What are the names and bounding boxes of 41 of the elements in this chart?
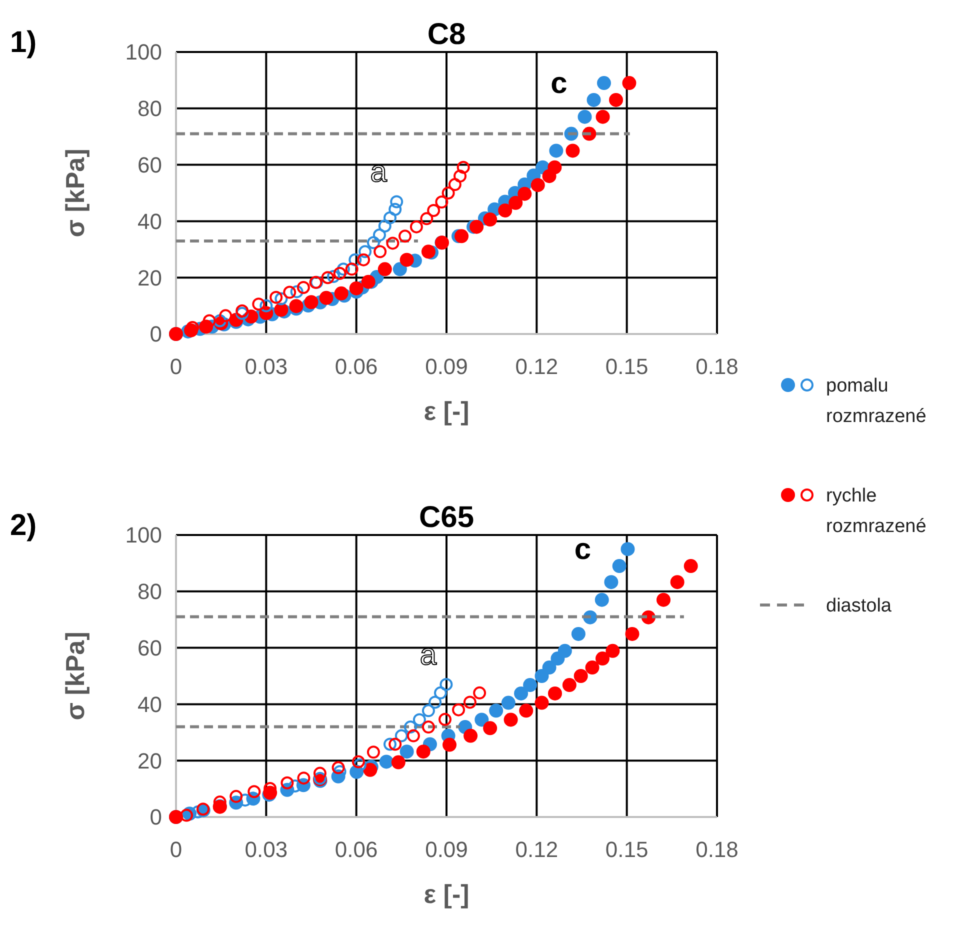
legend-label: rychle rozmrazené [826, 486, 926, 538]
x-tick-label: 0.12 [515, 354, 558, 379]
x-tick-label: 0.06 [334, 354, 378, 379]
chart-title: C65 [418, 501, 474, 534]
annotation: c [574, 533, 592, 566]
legend-label: pomalu rozmrazené [826, 376, 926, 428]
chart-title: C8 [427, 18, 466, 51]
text: 1) [10, 26, 37, 59]
y-tick-label: 20 [138, 748, 162, 774]
y-axis-title: σ [kPa] [60, 632, 90, 720]
y-tick-label: 0 [150, 804, 162, 830]
y-tick-label: 40 [138, 208, 162, 234]
x-tick-label: 0.09 [425, 354, 468, 379]
x-tick-label: 0.03 [244, 354, 288, 379]
y-tick-label: 0 [150, 322, 162, 347]
y-tick-label: 80 [138, 96, 162, 122]
x-tick-label: 0.18 [696, 354, 738, 379]
annotation: a [420, 638, 437, 672]
y-tick-label: 100 [125, 40, 162, 65]
x-tick-label: 0.15 [605, 354, 648, 379]
y-axis-title: σ [kPa] [60, 148, 90, 238]
y-tick-label: 100 [125, 522, 162, 548]
x-tick-label: 0 [170, 837, 182, 862]
y-tick-label: 80 [138, 579, 162, 604]
text: 2) [10, 509, 37, 542]
x-tick-label: 0.09 [425, 837, 468, 862]
annotation: a [370, 156, 388, 189]
x-axis-title: ε [-] [424, 396, 470, 426]
x-tick-label: 0.12 [515, 837, 558, 862]
x-tick-label: 0.18 [696, 837, 738, 862]
y-tick-label: 60 [138, 636, 162, 660]
y-tick-label: 60 [138, 152, 162, 178]
x-axis-title: ε [-] [424, 879, 470, 909]
x-tick-label: 0 [170, 354, 182, 379]
y-tick-label: 40 [138, 692, 162, 717]
y-tick-label: 20 [138, 265, 162, 290]
annotation: c [550, 67, 568, 100]
x-tick-label: 0.06 [334, 837, 378, 862]
x-tick-label: 0.03 [244, 837, 288, 862]
legend-label: diastola [826, 596, 892, 617]
x-tick-label: 0.15 [605, 837, 648, 862]
